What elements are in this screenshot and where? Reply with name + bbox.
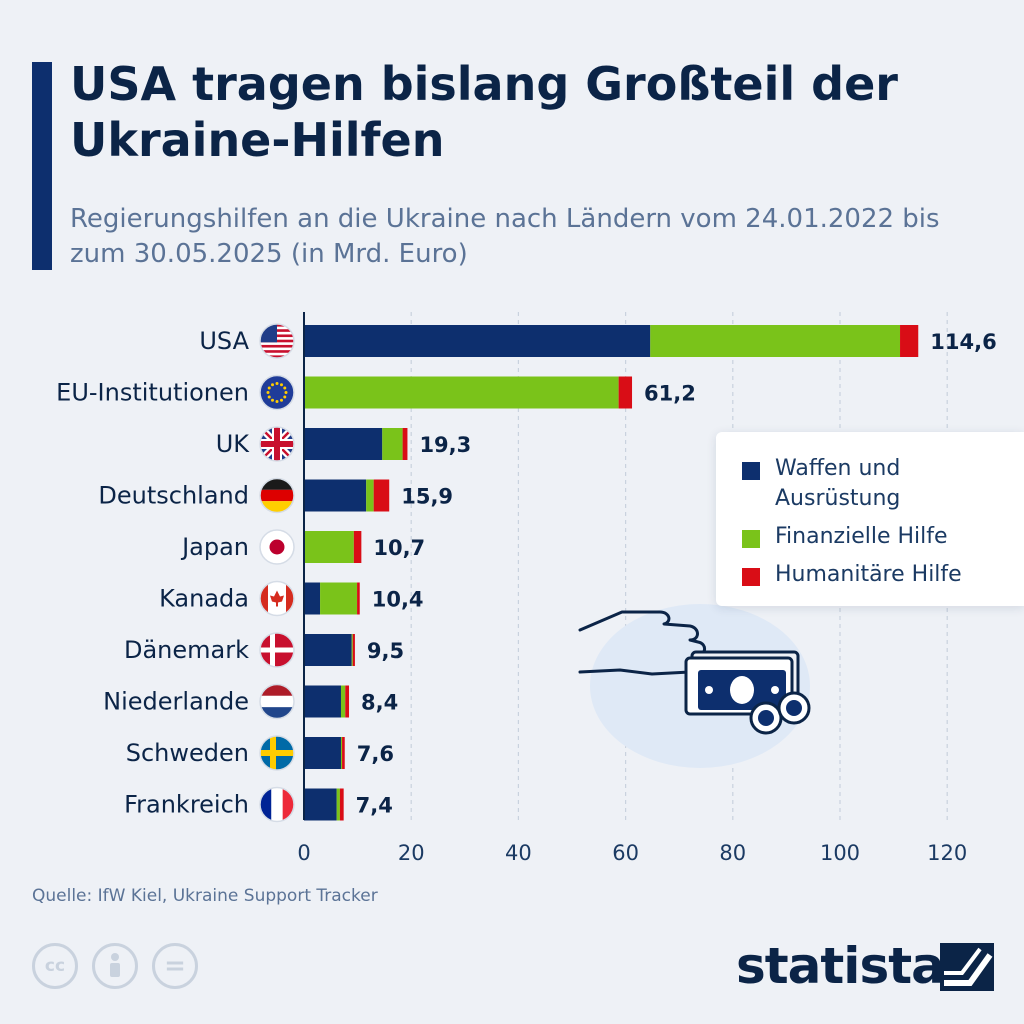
x-tick-label: 0: [297, 841, 310, 865]
bar-segment-finanziell: [340, 685, 346, 718]
banknote-icon: [684, 650, 800, 716]
category-label: Deutschland: [98, 482, 249, 510]
flag-canada-icon: [259, 580, 295, 617]
total-value-label: 7,6: [357, 742, 394, 766]
statista-logo-icon[interactable]: [940, 943, 994, 996]
total-value-label: 10,4: [372, 588, 424, 612]
bar-segment-waffen: [304, 788, 337, 821]
legend-swatch-humanitaer: [742, 568, 760, 586]
legend-swatch-finanziell: [742, 530, 760, 548]
flag-sweden-icon: [259, 735, 295, 771]
bar-segment-humanitaer: [345, 685, 350, 718]
category-label: EU-Institutionen: [56, 379, 249, 407]
total-value-label: 114,6: [930, 330, 996, 354]
x-tick-label: 40: [505, 841, 532, 865]
x-tick-label: 20: [398, 841, 425, 865]
bar-segment-waffen: [304, 325, 651, 357]
flag-japan-icon: [259, 529, 295, 565]
x-tick-label: 100: [820, 841, 860, 865]
page-title: USA tragen bislang Großteil der Ukraine-…: [70, 57, 898, 167]
bar-segment-finanziell: [304, 376, 619, 409]
x-tick-label: 120: [927, 841, 967, 865]
bar-segment-humanitaer: [900, 325, 919, 357]
bar-segment-humanitaer: [339, 788, 344, 821]
bar-segment-waffen: [304, 685, 341, 718]
category-label: Schweden: [126, 739, 249, 767]
legend-swatch-waffen: [742, 462, 760, 480]
category-label: Frankreich: [124, 791, 249, 819]
flag-uk-icon: [259, 426, 295, 462]
flag-denmark-icon: [259, 632, 295, 668]
title-accent-bar: [32, 62, 52, 270]
bar-segment-waffen: [304, 582, 321, 615]
category-label: UK: [216, 430, 251, 458]
bar-segment-humanitaer: [373, 479, 390, 512]
x-tick-label: 60: [612, 841, 639, 865]
bar-segment-waffen: [304, 428, 383, 460]
flag-eu-icon: [259, 374, 295, 411]
total-value-label: 7,4: [356, 794, 393, 818]
attribution-icon[interactable]: [92, 943, 138, 989]
category-label: Niederlande: [103, 688, 249, 716]
creative-commons-icon[interactable]: cc: [32, 943, 78, 989]
bar-segment-humanitaer: [357, 582, 360, 615]
category-label: USA: [199, 327, 249, 355]
x-tick-label: 80: [719, 841, 746, 865]
bar-segment-waffen: [304, 479, 367, 512]
bar-segment-waffen: [304, 634, 352, 666]
money-hand-illustration: [560, 590, 820, 785]
bar-segment-humanitaer: [352, 634, 355, 666]
category-label: Dänemark: [124, 636, 249, 664]
bar-segment-finanziell: [320, 582, 358, 615]
legend-label-waffen: Waffen und Ausrüstung: [775, 456, 901, 511]
chart: 0 20 40 60 80 100 120 USA 114,6 EU-Institutionen 6…: [56, 312, 997, 865]
bar-segment-waffen: [304, 737, 341, 769]
category-label: Japan: [180, 533, 249, 561]
page-subtitle: Regierungshilfen an die Ukraine nach Län…: [70, 204, 940, 269]
flag-france-icon: [259, 786, 295, 823]
bar-segment-finanziell: [366, 479, 374, 512]
total-value-label: 61,2: [644, 382, 696, 406]
total-value-label: 19,3: [419, 433, 471, 457]
statista-brand[interactable]: statista: [736, 937, 945, 995]
total-value-label: 8,4: [361, 691, 398, 715]
flag-usa-icon: [259, 323, 295, 359]
bar-segment-finanziell: [304, 531, 354, 563]
legend-label-humanitaer: Humanitäre Hilfe: [775, 562, 962, 587]
bar-segment-humanitaer: [402, 428, 408, 460]
bar-segment-humanitaer: [618, 376, 633, 409]
legend-label-finanziell: Finanzielle Hilfe: [775, 524, 948, 549]
bar-segment-finanziell: [382, 428, 403, 460]
source-note: Quelle: IfW Kiel, Ukraine Support Tracke…: [32, 886, 378, 906]
flag-germany-icon: [259, 477, 295, 514]
bar-segment-finanziell: [351, 634, 353, 666]
total-value-label: 9,5: [367, 639, 404, 663]
bar-segment-finanziell: [340, 737, 343, 769]
bar-segment-finanziell: [650, 325, 901, 357]
total-value-label: 15,9: [401, 485, 453, 509]
bar-segment-humanitaer: [342, 737, 345, 769]
total-value-label: 10,7: [373, 536, 425, 560]
bar-segment-humanitaer: [353, 531, 362, 563]
category-label: Kanada: [159, 585, 249, 613]
coins-icon: [749, 691, 811, 735]
no-derivatives-icon[interactable]: =: [152, 943, 198, 989]
bar-segment-finanziell: [336, 788, 340, 821]
flag-netherlands-icon: [259, 683, 295, 720]
chart-legend: Waffen und Ausrüstung Finanzielle Hilfe …: [716, 432, 1024, 606]
